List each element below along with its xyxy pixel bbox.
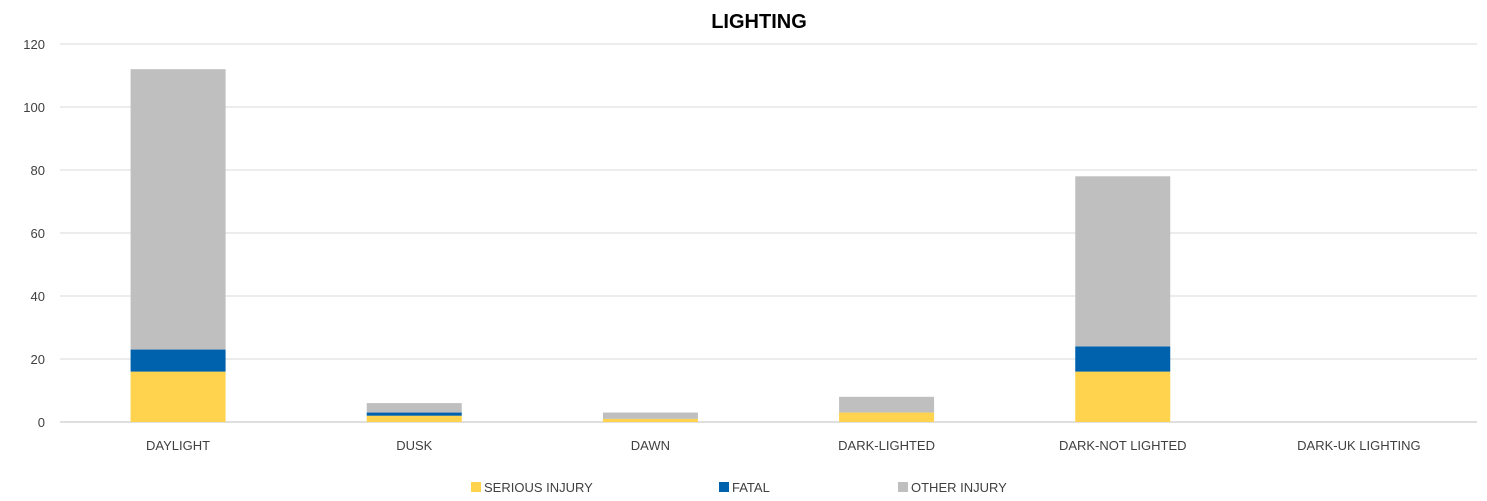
bar-segment xyxy=(839,412,935,422)
x-tick-label: DAWN xyxy=(631,438,670,453)
y-tick-label: 0 xyxy=(38,415,45,430)
bars xyxy=(130,69,1171,422)
bar-segment xyxy=(366,403,462,413)
x-axis-tick-labels: DAYLIGHT DUSK DAWN DARK-LIGHTED DARK-NOT LIG… xyxy=(146,438,1421,453)
bar-segment xyxy=(1075,371,1171,422)
bar-segment xyxy=(366,412,462,416)
y-axis-tick-labels: 0 20 40 60 80 100 120 xyxy=(23,37,45,430)
bar-segment xyxy=(130,371,226,422)
legend: SERIOUS INJURY FATAL OTHER INJURY xyxy=(471,480,1007,495)
y-tick-label: 100 xyxy=(23,100,45,115)
y-tick-label: 80 xyxy=(31,163,45,178)
legend-label: SERIOUS INJURY xyxy=(484,480,593,495)
x-tick-label: DARK-NOT LIGHTED xyxy=(1059,438,1187,453)
x-tick-label: DAYLIGHT xyxy=(146,438,210,453)
gridlines xyxy=(60,43,1477,423)
bar-segment xyxy=(602,412,698,419)
x-tick-label: DUSK xyxy=(396,438,432,453)
y-tick-label: 40 xyxy=(31,289,45,304)
legend-swatch xyxy=(719,482,729,492)
chart-title: LIGHTING xyxy=(711,11,807,33)
x-tick-label: DARK-UK LIGHTING xyxy=(1297,438,1421,453)
legend-label: OTHER INJURY xyxy=(911,480,1007,495)
bar-segment xyxy=(130,69,226,350)
bar-segment xyxy=(1075,176,1171,347)
bar-segment xyxy=(366,415,462,422)
bar-segment xyxy=(602,418,698,422)
legend-swatch xyxy=(471,482,481,492)
bar-segment xyxy=(130,349,226,372)
y-tick-label: 20 xyxy=(31,352,45,367)
y-tick-label: 120 xyxy=(23,37,45,52)
bar-segment xyxy=(1075,346,1171,372)
y-tick-label: 60 xyxy=(31,226,45,241)
legend-label: FATAL xyxy=(732,480,770,495)
legend-swatch xyxy=(898,482,908,492)
x-tick-label: DARK-LIGHTED xyxy=(838,438,935,453)
bar-segment xyxy=(839,396,935,413)
